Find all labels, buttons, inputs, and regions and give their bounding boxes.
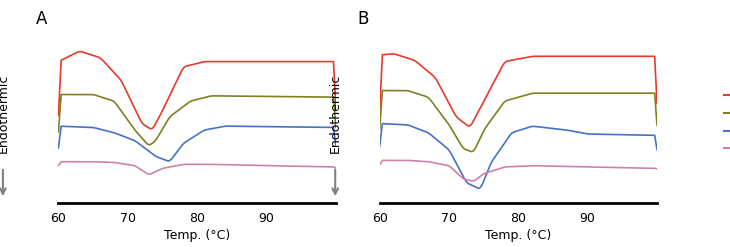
- X-axis label: Temp. (°C): Temp. (°C): [164, 229, 230, 242]
- Text: B: B: [358, 10, 369, 28]
- X-axis label: Temp. (°C): Temp. (°C): [485, 229, 551, 242]
- Legend: 洗浄前, ヘキサン, ジエチルエーテル, THF: 洗浄前, ヘキサン, ジエチルエーテル, THF: [719, 85, 730, 160]
- Text: Endothermic: Endothermic: [328, 74, 342, 153]
- Text: Endothermic: Endothermic: [0, 74, 9, 153]
- Text: A: A: [36, 10, 47, 28]
